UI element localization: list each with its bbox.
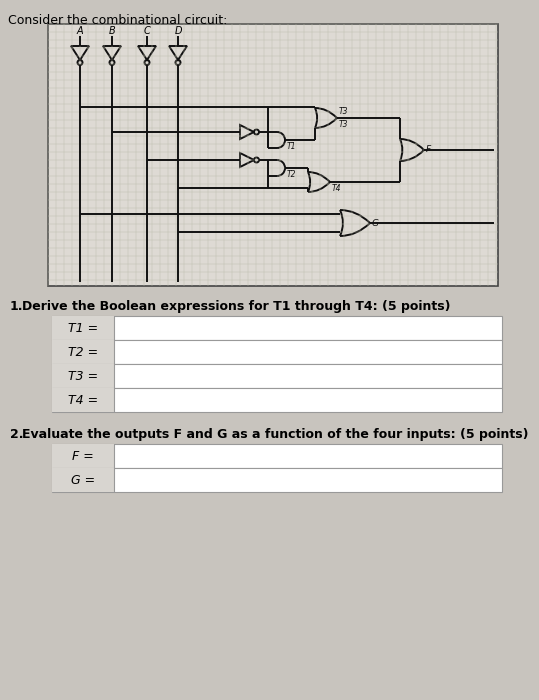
Text: T2: T2 xyxy=(287,170,296,179)
Text: 1.: 1. xyxy=(10,300,24,313)
Text: T1 =: T1 = xyxy=(68,321,98,335)
FancyBboxPatch shape xyxy=(52,388,114,412)
Text: Evaluate the outputs F and G as a function of the four inputs: (5 points): Evaluate the outputs F and G as a functi… xyxy=(22,428,529,441)
FancyBboxPatch shape xyxy=(52,364,114,388)
Text: T3: T3 xyxy=(339,120,349,129)
FancyBboxPatch shape xyxy=(52,340,114,364)
FancyBboxPatch shape xyxy=(52,364,502,388)
Text: D: D xyxy=(174,26,182,36)
Text: T2 =: T2 = xyxy=(68,346,98,358)
Text: 2.: 2. xyxy=(10,428,24,441)
FancyBboxPatch shape xyxy=(52,468,502,492)
Text: T4: T4 xyxy=(332,184,342,193)
Text: G =: G = xyxy=(71,473,95,486)
Text: G: G xyxy=(372,218,379,228)
Text: A: A xyxy=(77,26,84,36)
Text: B: B xyxy=(109,26,115,36)
Text: Derive the Boolean expressions for T1 through T4: (5 points): Derive the Boolean expressions for T1 th… xyxy=(22,300,451,313)
Text: T3 =: T3 = xyxy=(68,370,98,382)
FancyBboxPatch shape xyxy=(52,340,502,364)
Text: F =: F = xyxy=(72,449,94,463)
FancyBboxPatch shape xyxy=(52,444,502,468)
FancyBboxPatch shape xyxy=(52,468,114,492)
FancyBboxPatch shape xyxy=(48,24,498,286)
FancyBboxPatch shape xyxy=(52,388,502,412)
Text: T3: T3 xyxy=(339,107,349,116)
Text: F: F xyxy=(426,146,431,155)
FancyBboxPatch shape xyxy=(52,316,502,340)
Text: T4 =: T4 = xyxy=(68,393,98,407)
FancyBboxPatch shape xyxy=(52,316,114,340)
Text: C: C xyxy=(143,26,150,36)
Text: Consider the combinational circuit:: Consider the combinational circuit: xyxy=(8,14,227,27)
Text: T1: T1 xyxy=(287,142,296,151)
FancyBboxPatch shape xyxy=(52,444,114,468)
